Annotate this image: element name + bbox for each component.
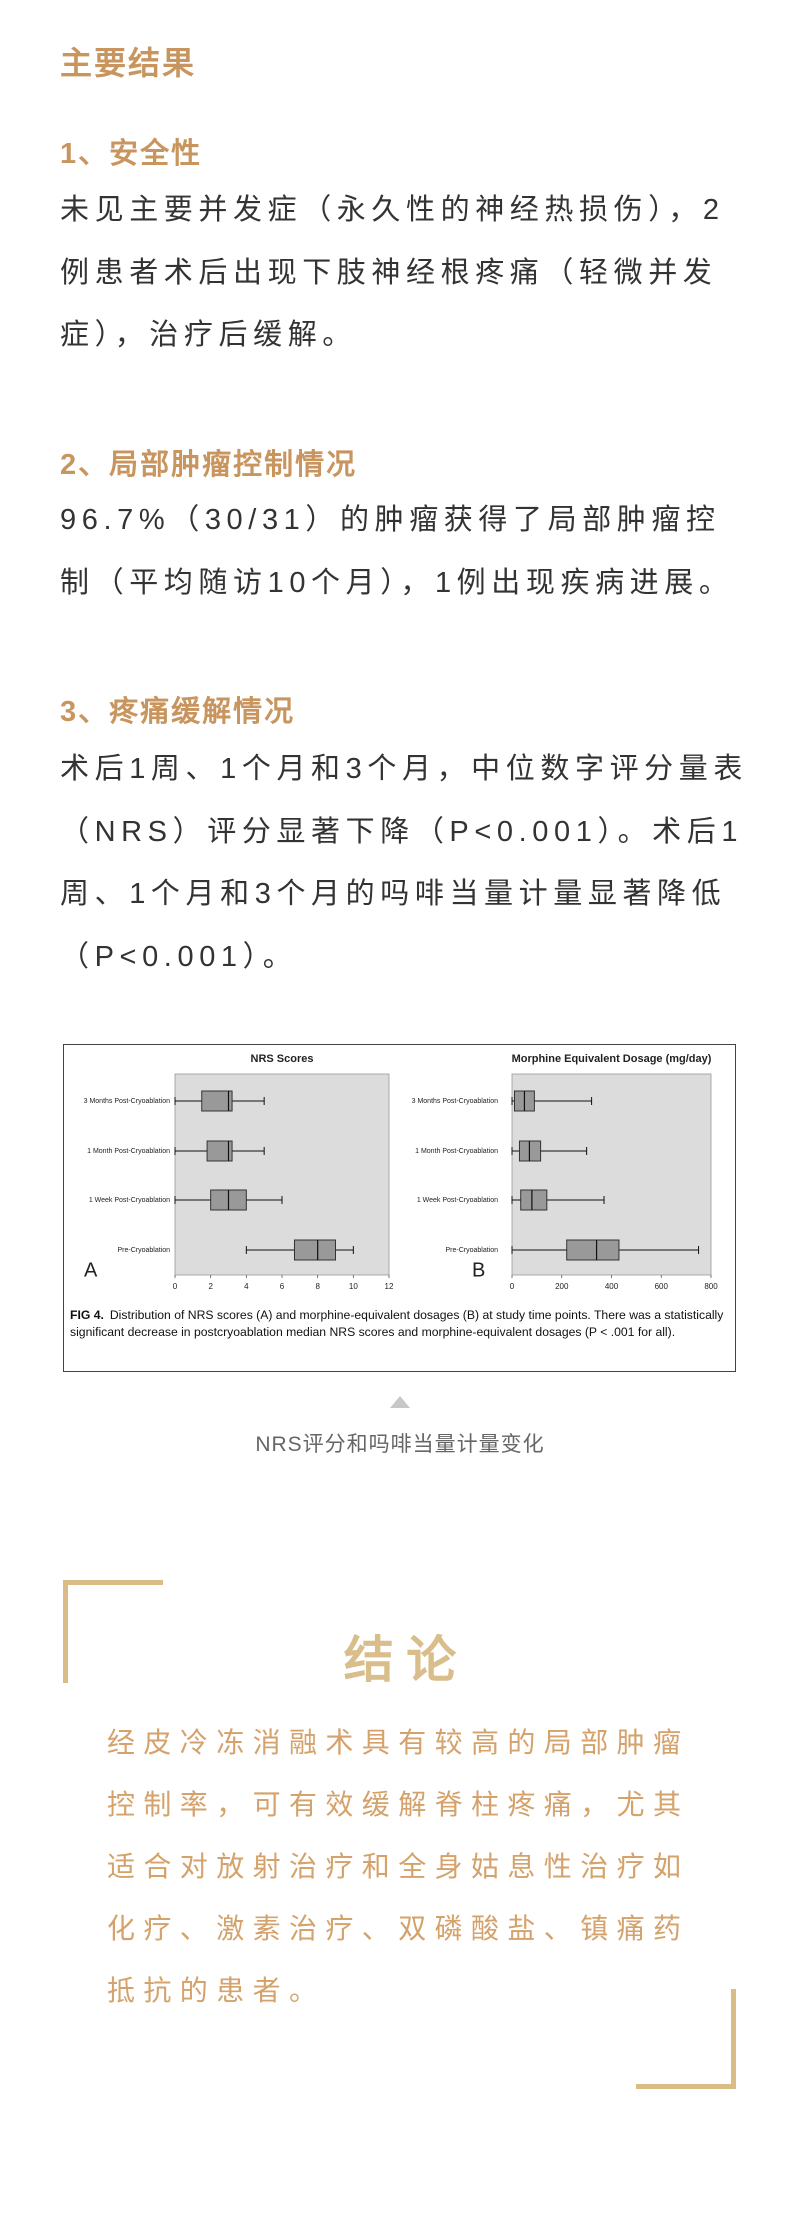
boxplot-figure: NRS Scores A 0 2 4 6 8 10 12 3 Months Post-Cryoab…: [84, 1053, 719, 1291]
panel-title: Morphine Equivalent Dosage (mg/day): [512, 1053, 712, 1065]
x-tick-label: 0: [510, 1282, 515, 1291]
x-tick-label: 800: [704, 1282, 718, 1291]
category-label: Pre-Cryoablation: [117, 1247, 170, 1254]
x-tick-label: 200: [555, 1282, 569, 1291]
x-tick-label: 2: [208, 1282, 213, 1291]
box: [201, 1090, 233, 1112]
x-tick-label: 8: [315, 1282, 320, 1291]
frame-corner: [63, 1580, 68, 1683]
panel-label: A: [84, 1259, 98, 1281]
figure-caption-text: FIG 4. Distribution of NRS scores (A) and…: [70, 1307, 730, 1341]
figure: NRS Scores A 0 2 4 6 8 10 12 3 Months Post-Cryoab…: [63, 1044, 736, 1372]
paragraph: 未见主要并发症（永久性的神经热损伤），2例患者术后出现下肢神经根疼痛（轻微并发症…: [60, 194, 725, 351]
heading: 3、疼痛缓解情况: [60, 696, 296, 728]
x-tick-label: 400: [605, 1282, 619, 1291]
box: [566, 1239, 620, 1261]
frame-corner: [731, 1989, 736, 2089]
x-tick-label: 0: [173, 1282, 178, 1291]
x-tick-label: 6: [280, 1282, 285, 1291]
frame-corner: [63, 1580, 163, 1585]
box: [293, 1239, 337, 1261]
box: [518, 1140, 542, 1162]
paragraph: 术后1周、1个月和3个月，中位数字评分量表（NRS）评分显著下降（P<0.001…: [60, 753, 748, 973]
x-tick-label: 4: [244, 1282, 249, 1291]
panel-label: B: [472, 1259, 485, 1281]
box: [520, 1189, 548, 1211]
x-tick-label: 10: [349, 1282, 358, 1291]
section-title: 主要结果: [60, 45, 197, 81]
category-label: 3 Months Post-Cryoablation: [412, 1098, 498, 1105]
heading: 2、局部肿瘤控制情况: [60, 449, 358, 481]
heading: 1、安全性: [60, 138, 203, 170]
caption: Distribution of NRS scores (A) and morph…: [70, 1308, 724, 1339]
triangle-icon: [390, 1396, 410, 1408]
conclusion-text: 经皮冷冻消融术具有较高的局部肿瘤控制率，可有效缓解脊柱疼痛，尤其适合对放射治疗和…: [107, 1727, 690, 2006]
box: [206, 1140, 233, 1162]
conclusion-title: 结 论: [343, 1632, 457, 1688]
caption-label: FIG 4.: [70, 1308, 104, 1322]
category-label: 1 Month Post-Cryoablation: [87, 1148, 170, 1155]
category-label: Pre-Cryoablation: [445, 1247, 498, 1254]
category-label: 1 Week Post-Cryoablation: [89, 1197, 170, 1204]
frame-corner: [636, 2084, 736, 2089]
paragraph: 96.7%（30/31）的肿瘤获得了局部肿瘤控制（平均随访10个月），1例出现疾…: [60, 504, 734, 599]
figure-caption: NRS评分和吗啡当量计量变化: [255, 1433, 545, 1456]
category-label: 1 Week Post-Cryoablation: [417, 1197, 498, 1204]
x-tick-label: 12: [385, 1282, 394, 1291]
x-tick-label: 600: [655, 1282, 669, 1291]
panel-title: NRS Scores: [251, 1053, 314, 1065]
category-label: 3 Months Post-Cryoablation: [84, 1098, 170, 1105]
category-label: 1 Month Post-Cryoablation: [415, 1148, 498, 1155]
